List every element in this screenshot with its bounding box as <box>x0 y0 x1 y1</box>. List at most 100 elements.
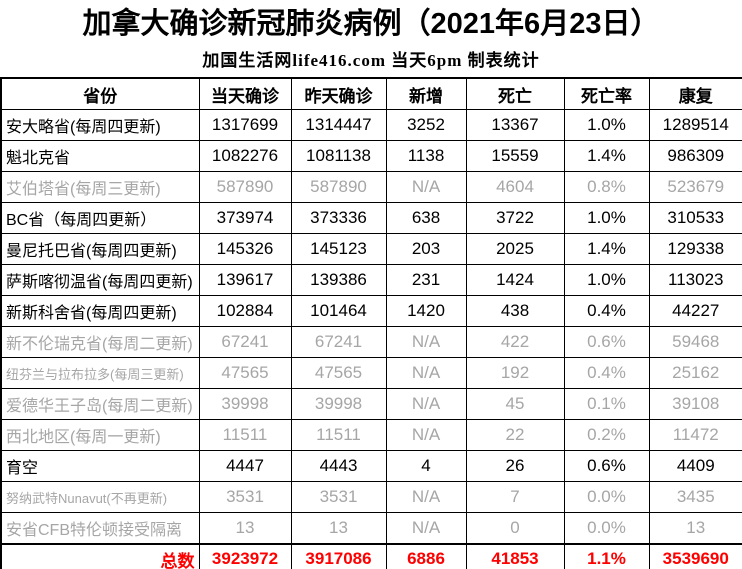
value-cell: 59468 <box>648 326 742 359</box>
table-row: 曼尼托巴省(每周四更新) 145326 145123 203 2025 1.4% 12933… <box>0 233 742 266</box>
value-cell: 3722 <box>465 202 565 235</box>
table-row: 艾伯塔省(每周三更新) 587890 587890 N/A 4604 0.8% 523679 <box>0 171 742 204</box>
value-cell: 1317699 <box>198 109 292 142</box>
table-row: 爱德华王子岛(每周二更新) 39998 39998 N/A 45 0.1% 39108 <box>0 388 742 421</box>
value-cell: 101464 <box>290 295 387 328</box>
value-cell: 1.1% <box>563 542 650 569</box>
value-cell: 1.0% <box>563 109 650 142</box>
value-cell: 15559 <box>465 140 565 173</box>
value-cell: 0.0% <box>563 481 650 514</box>
value-cell: 47565 <box>290 357 387 390</box>
total-label-cell: 总数 <box>0 542 200 569</box>
value-cell: 638 <box>385 202 467 235</box>
value-cell: N/A <box>385 481 467 514</box>
value-cell: 1081138 <box>290 140 387 173</box>
value-cell: N/A <box>385 388 467 421</box>
table-row: 安大略省(每周四更新) 1317699 1314447 3252 13367 1.0% 12… <box>0 109 742 142</box>
value-cell: 145326 <box>198 233 292 266</box>
value-cell: 4447 <box>198 450 292 483</box>
value-cell: 4604 <box>465 171 565 204</box>
value-cell: N/A <box>385 171 467 204</box>
value-cell: 145123 <box>290 233 387 266</box>
value-cell: 113023 <box>648 264 742 297</box>
value-cell: 25162 <box>648 357 742 390</box>
value-cell: 1420 <box>385 295 467 328</box>
value-cell: 1424 <box>465 264 565 297</box>
value-cell: 11511 <box>198 419 292 452</box>
value-cell: 13 <box>290 512 387 545</box>
value-cell: 47565 <box>198 357 292 390</box>
value-cell: 2025 <box>465 233 565 266</box>
province-cell: 曼尼托巴省(每周四更新) <box>0 233 200 266</box>
value-cell: 438 <box>465 295 565 328</box>
value-cell: 41853 <box>465 542 565 569</box>
value-cell: 3435 <box>648 481 742 514</box>
column-header: 省份 <box>0 77 200 111</box>
value-cell: 129338 <box>648 233 742 266</box>
page-title: 加拿大确诊新冠肺炎病例（2021年6月23日） <box>82 8 660 40</box>
value-cell: 1138 <box>385 140 467 173</box>
value-cell: 1.0% <box>563 264 650 297</box>
value-cell: 11472 <box>648 419 742 452</box>
value-cell: 3252 <box>385 109 467 142</box>
value-cell: 39108 <box>648 388 742 421</box>
value-cell: 0.6% <box>563 450 650 483</box>
value-cell: 1.4% <box>563 140 650 173</box>
value-cell: 1289514 <box>648 109 742 142</box>
value-cell: 1082276 <box>198 140 292 173</box>
column-header: 新增 <box>385 77 467 111</box>
table-row: 萨斯喀彻温省(每周四更新) 139617 139386 231 1424 1.0% 1130… <box>0 264 742 297</box>
table-body: 安大略省(每周四更新) 1317699 1314447 3252 13367 1.0% 12… <box>0 109 742 569</box>
table-row: 育空 4447 4443 4 26 0.6% 4409 <box>0 450 742 483</box>
table-header: 省份 当天确诊 昨天确诊 新增 死亡 死亡率 康复 <box>0 77 742 111</box>
value-cell: 1.0% <box>563 202 650 235</box>
column-header: 死亡率 <box>563 77 650 111</box>
value-cell: 0.0% <box>563 512 650 545</box>
column-header: 昨天确诊 <box>290 77 387 111</box>
province-cell: 萨斯喀彻温省(每周四更新) <box>0 264 200 297</box>
column-header: 康复 <box>648 77 742 111</box>
value-cell: 422 <box>465 326 565 359</box>
value-cell: 0 <box>465 512 565 545</box>
value-cell: 1.4% <box>563 233 650 266</box>
table-row: 新斯科舍省(每周四更新) 102884 101464 1420 438 0.4% 44227 <box>0 295 742 328</box>
value-cell: 7 <box>465 481 565 514</box>
value-cell: 231 <box>385 264 467 297</box>
table-row: 安省CFB特伦顿接受隔离 13 13 N/A 0 0.0% 13 <box>0 512 742 545</box>
value-cell: 22 <box>465 419 565 452</box>
value-cell: N/A <box>385 419 467 452</box>
value-cell: 0.4% <box>563 295 650 328</box>
province-cell: 西北地区(每周一更新) <box>0 419 200 452</box>
value-cell: 139617 <box>198 264 292 297</box>
value-cell: 310533 <box>648 202 742 235</box>
value-cell: 373336 <box>290 202 387 235</box>
value-cell: 45 <box>465 388 565 421</box>
value-cell: 3923972 <box>198 542 292 569</box>
value-cell: 0.4% <box>563 357 650 390</box>
value-cell: 986309 <box>648 140 742 173</box>
value-cell: 192 <box>465 357 565 390</box>
value-cell: 67241 <box>198 326 292 359</box>
header-row: 省份 当天确诊 昨天确诊 新增 死亡 死亡率 康复 <box>0 77 742 111</box>
province-cell: 爱德华王子岛(每周二更新) <box>0 388 200 421</box>
value-cell: 587890 <box>198 171 292 204</box>
value-cell: 3539690 <box>648 542 742 569</box>
value-cell: 0.1% <box>563 388 650 421</box>
value-cell: 26 <box>465 450 565 483</box>
province-cell: 艾伯塔省(每周三更新) <box>0 171 200 204</box>
column-header: 当天确诊 <box>198 77 292 111</box>
value-cell: 39998 <box>290 388 387 421</box>
value-cell: 4443 <box>290 450 387 483</box>
value-cell: N/A <box>385 357 467 390</box>
value-cell: N/A <box>385 512 467 545</box>
table-row: 努纳武特Nunavut(不再更新) 3531 3531 N/A 7 0.0% 3435 <box>0 481 742 514</box>
value-cell: 6886 <box>385 542 467 569</box>
value-cell: 139386 <box>290 264 387 297</box>
province-cell: 安大略省(每周四更新) <box>0 109 200 142</box>
province-cell: 努纳武特Nunavut(不再更新) <box>0 481 200 514</box>
value-cell: 3531 <box>290 481 387 514</box>
value-cell: 523679 <box>648 171 742 204</box>
table-row: 新不伦瑞克省(每周二更新) 67241 67241 N/A 422 0.6% 59468 <box>0 326 742 359</box>
table-row: BC省（每周四更新） 373974 373336 638 3722 1.0% 310533 <box>0 202 742 235</box>
